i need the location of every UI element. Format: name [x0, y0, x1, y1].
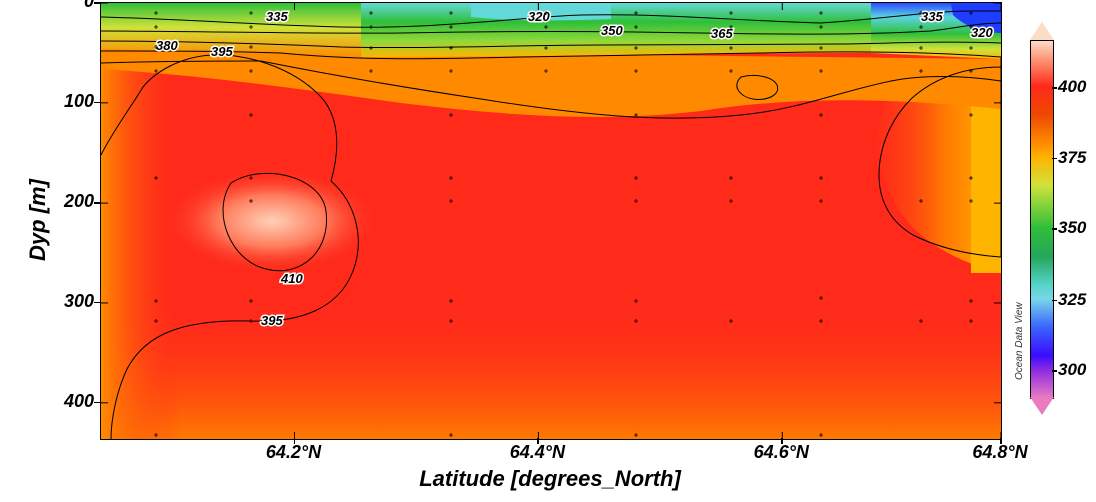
y-tick-label: 200: [34, 191, 94, 212]
svg-text:350: 350: [601, 23, 623, 38]
x-tick-label: 64.8°N: [960, 442, 1040, 463]
y-tick-label: 100: [34, 91, 94, 112]
svg-text:320: 320: [528, 9, 550, 24]
svg-text:380: 380: [156, 38, 178, 53]
x-axis-label: Latitude [degrees_North]: [100, 466, 1000, 492]
colorbar-bottom: [1030, 397, 1054, 415]
heatmap-svg: 335 320 350 365 335 320 380 395 410 395: [101, 3, 1001, 439]
svg-text:335: 335: [921, 9, 943, 24]
x-tick-label: 64.4°N: [497, 442, 577, 463]
figure-container: fCO2 µatm: [0, 0, 1096, 502]
y-tick-label: 300: [34, 291, 94, 312]
colorbar-tick-label: 300: [1058, 360, 1086, 380]
svg-text:410: 410: [280, 271, 303, 286]
svg-text:320: 320: [971, 25, 993, 40]
svg-text:335: 335: [266, 9, 288, 24]
x-tick-label: 64.6°N: [741, 442, 821, 463]
colorbar-tick-label: 400: [1058, 77, 1086, 97]
svg-text:395: 395: [261, 313, 283, 328]
colorbar-tick-label: 375: [1058, 148, 1086, 168]
x-tick-label: 64.2°N: [254, 442, 334, 463]
colorbar-tick-label: 350: [1058, 218, 1086, 238]
colorbar-peak: [1030, 22, 1054, 40]
svg-text:365: 365: [711, 26, 733, 41]
watermark: Ocean Data View: [1014, 302, 1025, 380]
y-tick-label: 400: [34, 391, 94, 412]
y-tick-label: 0: [34, 0, 94, 12]
plot-area: 335 320 350 365 335 320 380 395 410 395: [100, 2, 1002, 440]
svg-text:395: 395: [211, 44, 233, 59]
colorbar-tick-label: 325: [1058, 290, 1086, 310]
colorbar: [1030, 40, 1054, 399]
